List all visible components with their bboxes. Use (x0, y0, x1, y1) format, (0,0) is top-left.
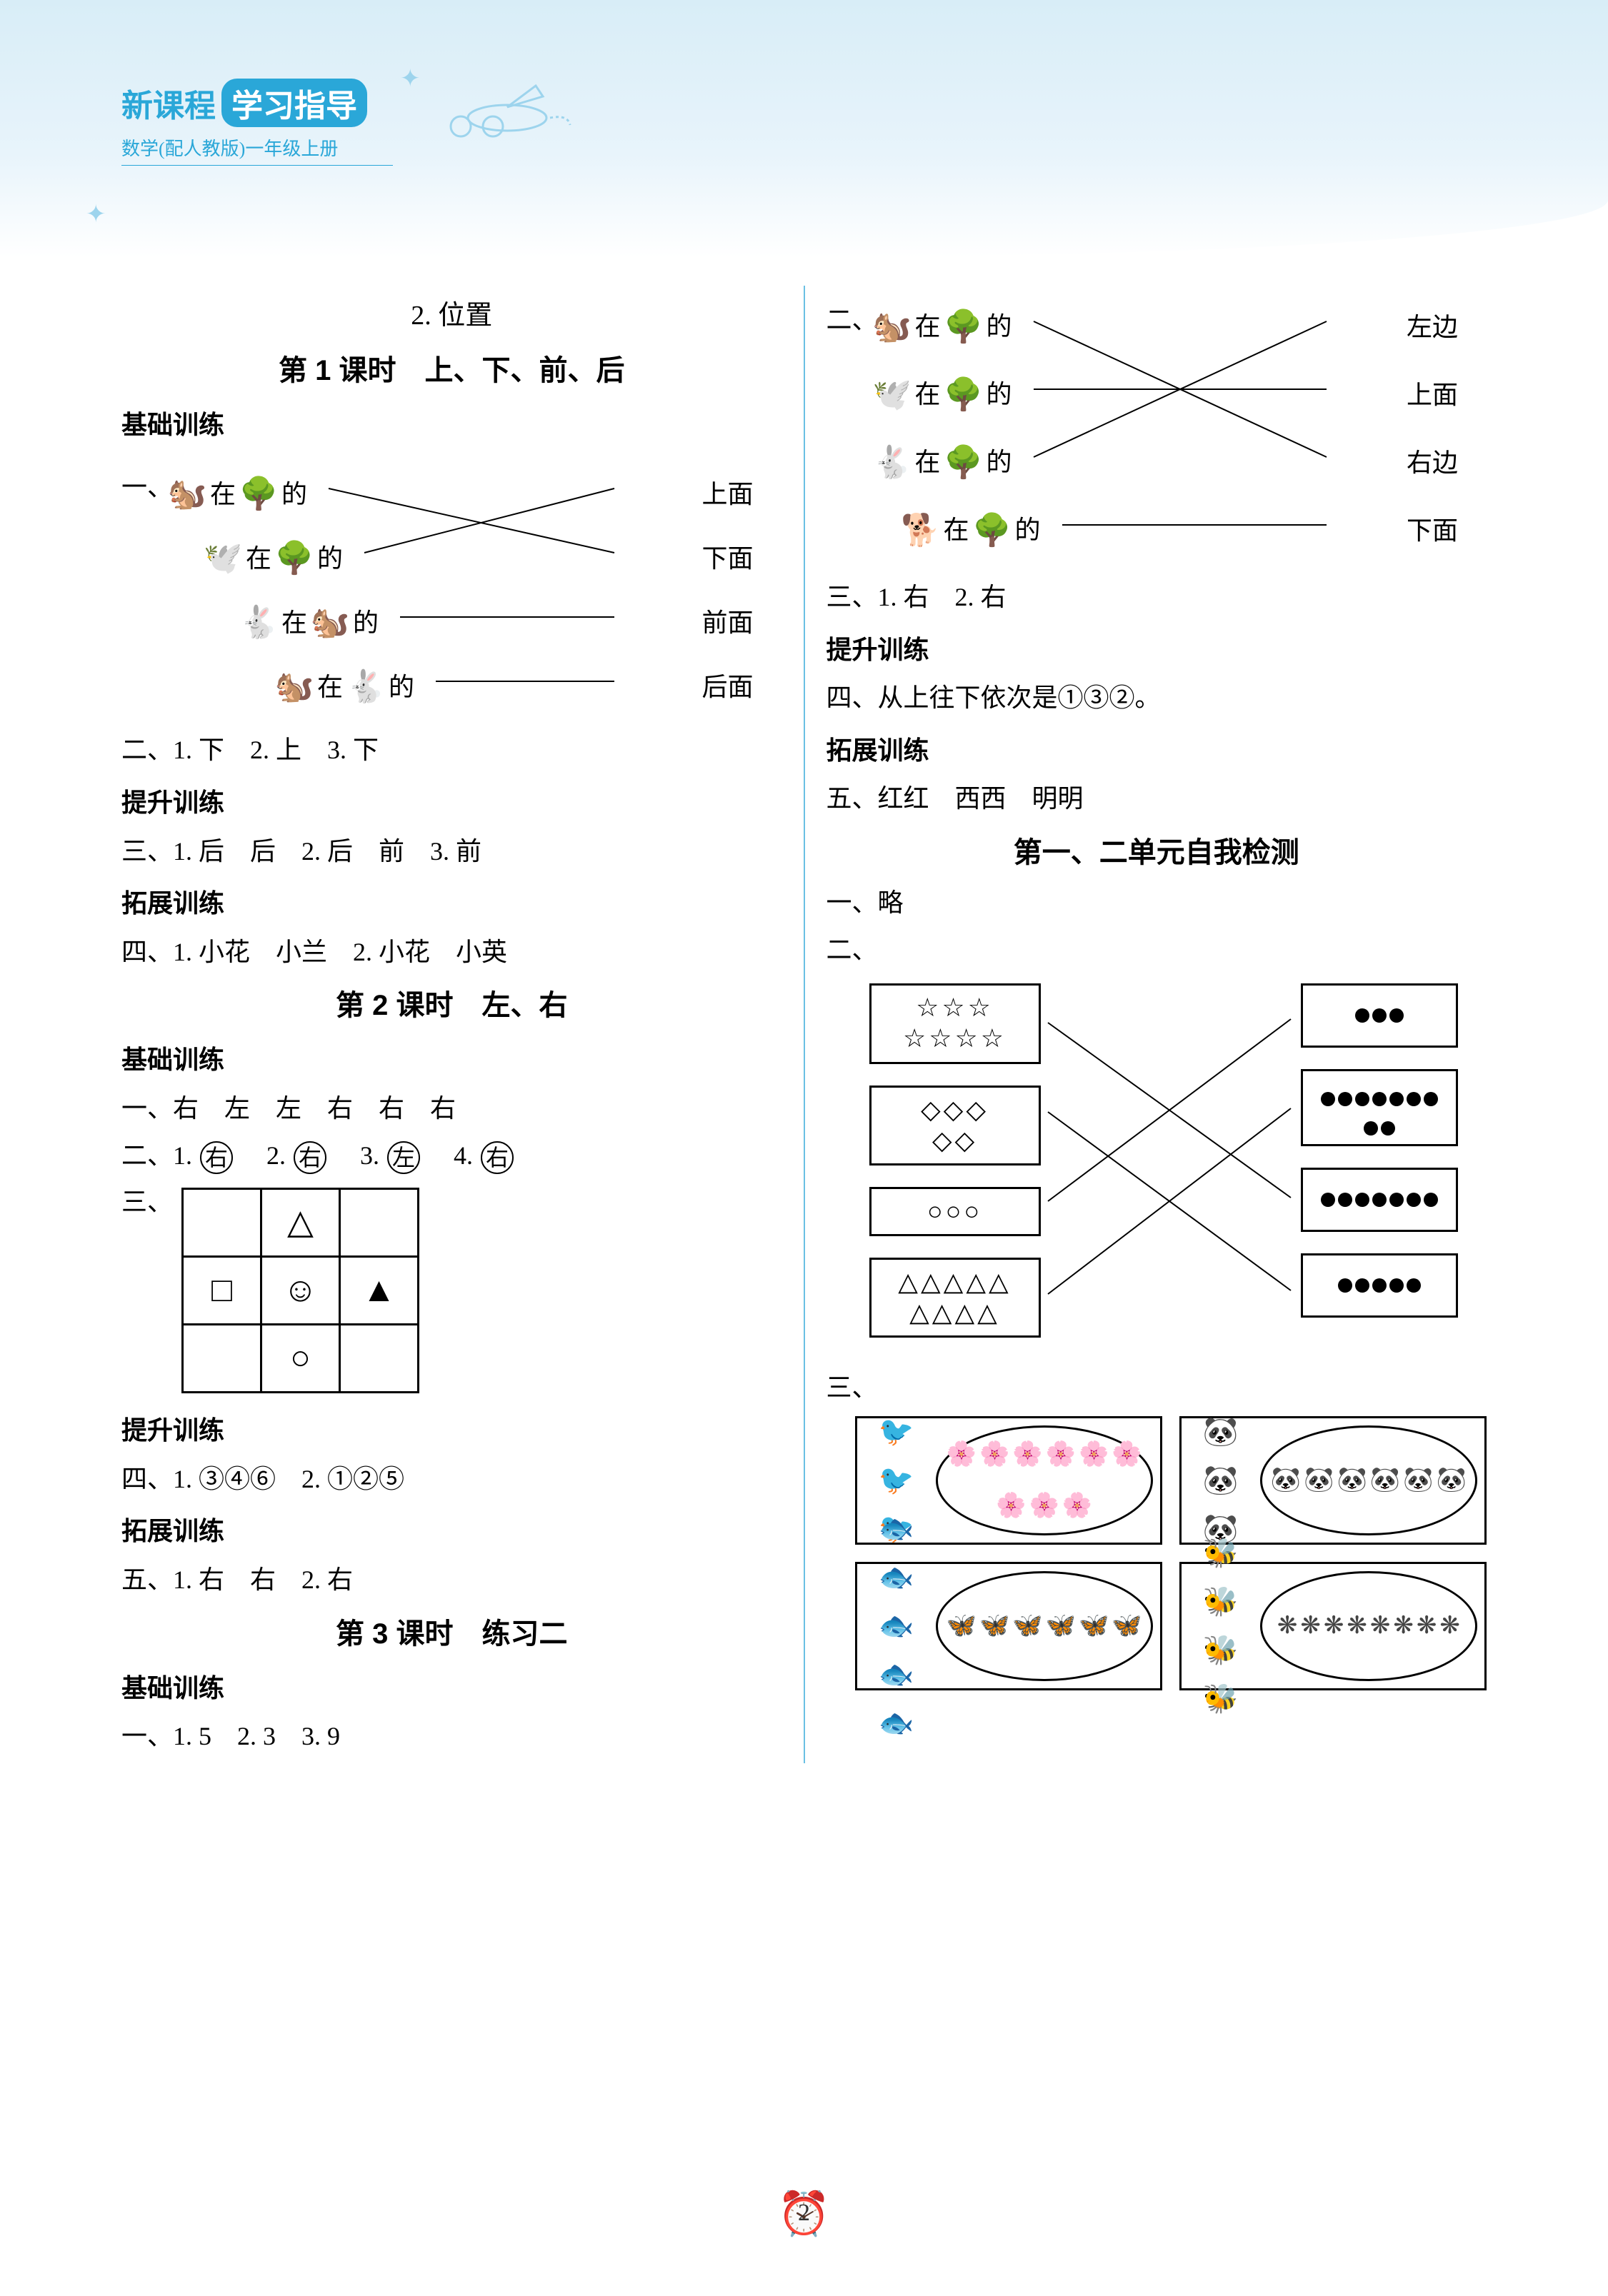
fewer-items: 🐟🐟🐟🐟🐟 (864, 1506, 929, 1746)
compare-box: 🐟🐟🐟🐟🐟🦋🦋🦋🦋🦋🦋 (855, 1562, 1162, 1690)
star-decor: ✦ (400, 64, 421, 93)
r-q4: 四、从上往下依次是①③②。 (827, 678, 1487, 719)
circled-more-items: 🦋🦋🦋🦋🦋🦋 (936, 1571, 1153, 1681)
heading-ext: 拓展训练 (121, 883, 782, 925)
l2-q5: 五、1. 右 右 2. 右 (121, 1560, 782, 1601)
t-q2-label: 二、 (827, 930, 1487, 971)
q2-connectors (827, 286, 1487, 571)
circled-more-items: 🐼🐼🐼🐼🐼🐼 (1260, 1425, 1477, 1535)
star-decor: ✦ (86, 200, 106, 229)
page-number: 2 (798, 2200, 810, 2227)
brand-title: 新课程 学习指导 (121, 79, 393, 127)
unit-test-title: 第一、二单元自我检测 (827, 830, 1487, 876)
chapter-title: 2. 位置 (121, 294, 782, 338)
match-connectors (855, 976, 1487, 1362)
r-q3: 三、1. 右 2. 右 (827, 577, 1487, 618)
brand-pill: 学习指导 (221, 79, 367, 127)
column-divider (804, 286, 805, 1763)
page-footer: ⏰ 2 (777, 2188, 831, 2239)
right-column: 二、 🐿️ 在 🌳 的 🕊️ 在 🌳 的 🐇 在 🌳 的 🐕 在 (827, 286, 1487, 1763)
circled-more-items: ❋❋❋❋❋❋❋❋ (1260, 1571, 1477, 1681)
heading-up: 提升训练 (827, 630, 1487, 671)
lesson3-title: 第 3 课时 练习二 (121, 1611, 782, 1657)
fewer-items: 🐝🐝🐝🐝 (1189, 1530, 1253, 1722)
q4-answer: 四、1. 小花 小兰 2. 小花 小英 (121, 932, 782, 973)
heading-up: 提升训练 (121, 783, 782, 824)
count-matching-diagram: ☆☆☆ ☆☆☆☆◇◇◇ ◇◇○○○△△△△△ △△△△ (855, 976, 1487, 1362)
q1-connectors (121, 453, 782, 724)
heading-basic: 基础训练 (121, 1040, 782, 1081)
r-q2-matching: 二、 🐿️ 在 🌳 的 🕊️ 在 🌳 的 🐇 在 🌳 的 🐕 在 (827, 286, 1487, 571)
circled-answer: 右 (200, 1141, 233, 1174)
circled-more-items: 🌸🌸🌸🌸🌸🌸🌸🌸🌸 (936, 1425, 1153, 1535)
heading-up: 提升训练 (121, 1410, 782, 1452)
brand-prefix: 新课程 (121, 80, 216, 126)
heading-basic: 基础训练 (121, 405, 782, 446)
heading-ext: 拓展训练 (121, 1511, 782, 1553)
l2-q2: 二、1. 右 2. 右 3. 左 4. 右 (121, 1136, 782, 1177)
q1-matching-diagram: 一、 🐿️ 在 🌳 的 🕊️ 在 🌳 的 🐇 在 🐿️ 的 🐿️ (121, 453, 782, 724)
heading-basic: 基础训练 (121, 1668, 782, 1710)
compare-box: 🐼🐼🐼🐼🐼🐼🐼🐼🐼 (1179, 1416, 1487, 1545)
q2-answer: 二、1. 下 2. 上 3. 下 (121, 730, 782, 771)
l3-q1: 一、1. 5 2. 3 3. 9 (121, 1716, 782, 1758)
circled-answer: 右 (481, 1141, 514, 1174)
left-column: 2. 位置 第 1 课时 上、下、前、后 基础训练 一、 🐿️ 在 🌳 的 🕊️… (121, 286, 782, 1763)
compare-box: 🐝🐝🐝🐝❋❋❋❋❋❋❋❋ (1179, 1562, 1487, 1690)
lesson2-title: 第 2 课时 左、右 (121, 983, 782, 1028)
l2-q1: 一、右 左 左 右 右 右 (121, 1088, 782, 1130)
lesson1-title: 第 1 课时 上、下、前、后 (121, 348, 782, 393)
heading-ext: 拓展训练 (827, 731, 1487, 772)
brand-underline (121, 165, 393, 166)
q3-answer: 三、1. 后 后 2. 后 前 3. 前 (121, 831, 782, 873)
brand-block: 新课程 学习指导 数学(配人教版)一年级上册 (121, 79, 393, 166)
airplane-icon (443, 82, 571, 150)
circled-answer: 左 (387, 1141, 420, 1174)
r-q5: 五、红红 西西 明明 (827, 778, 1487, 820)
circled-answer: 右 (294, 1141, 326, 1174)
brand-subtitle: 数学(配人教版)一年级上册 (121, 134, 393, 161)
l2-q3: 三、 △ □☺▲ ○ (121, 1182, 782, 1399)
shape-grid: △ □☺▲ ○ (181, 1188, 419, 1393)
content-columns: 2. 位置 第 1 课时 上、下、前、后 基础训练 一、 🐿️ 在 🌳 的 🕊️… (121, 286, 1487, 1763)
t-q3-label: 三、 (827, 1368, 1487, 1409)
t-q1: 一、略 (827, 883, 1487, 924)
l2-q4: 四、1. ③④⑥ 2. ①②⑤ (121, 1459, 782, 1500)
compare-boxes: 🐦🐦🐦🌸🌸🌸🌸🌸🌸🌸🌸🌸🐼🐼🐼🐼🐼🐼🐼🐼🐼🐟🐟🐟🐟🐟🦋🦋🦋🦋🦋🦋🐝🐝🐝🐝❋❋❋❋… (855, 1416, 1487, 1690)
